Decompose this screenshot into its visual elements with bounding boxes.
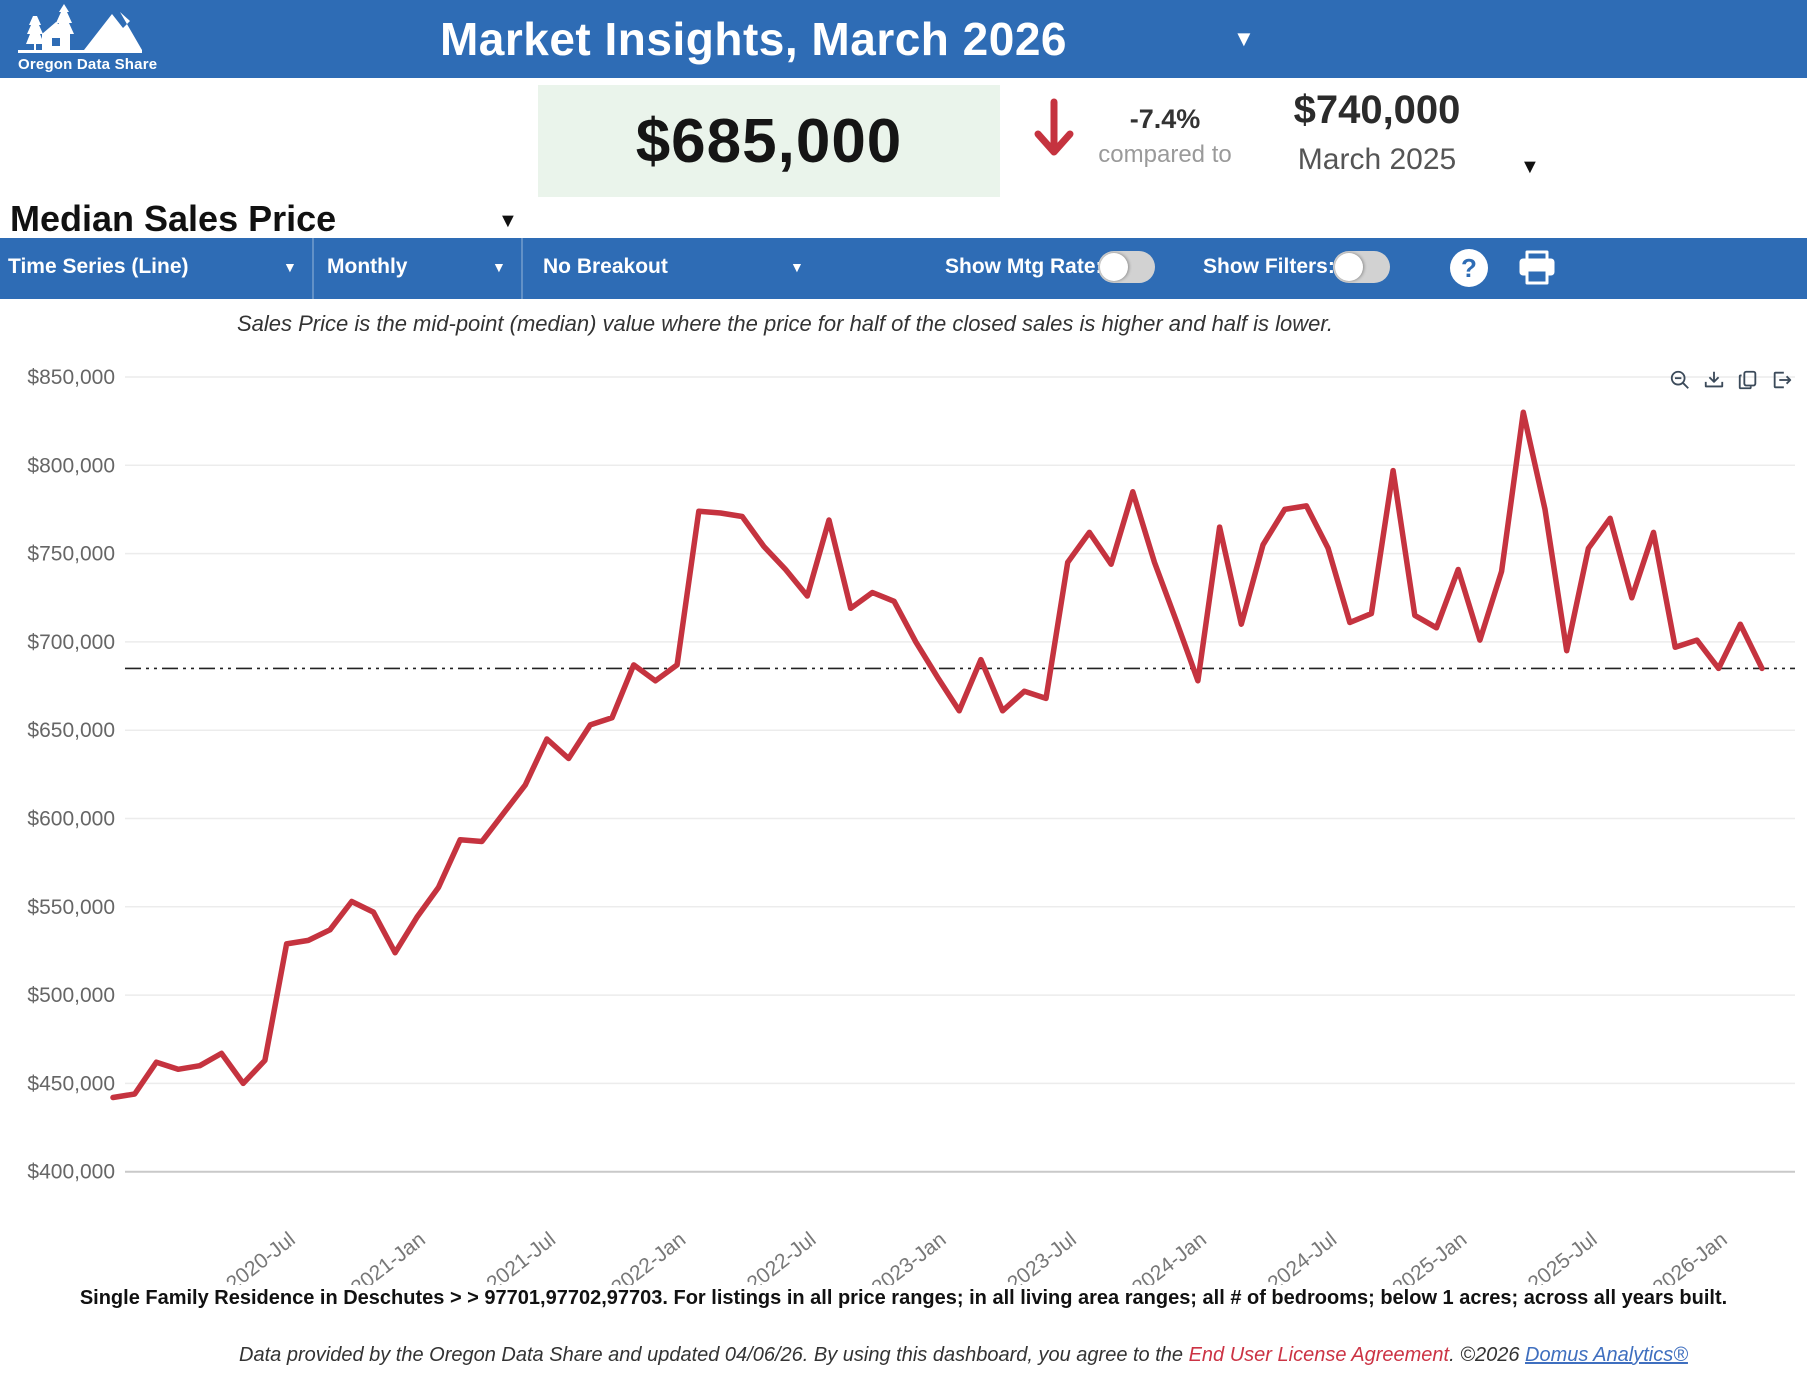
filter-summary: Single Family Residence in Deschutes > >… (79, 1287, 1728, 1309)
filters-toggle-knob (1335, 253, 1363, 281)
copy-icon[interactable] (1737, 369, 1759, 391)
chart-subtitle: Sales Price is the mid-point (median) va… (236, 311, 1334, 336)
y-axis-tick-label: $700,000 (27, 631, 115, 654)
print-button-icon[interactable] (1518, 250, 1556, 286)
chart-modebar (1669, 369, 1793, 391)
y-axis-tick-label: $600,000 (27, 808, 115, 831)
page-title: Market Insights, March 2026 (439, 13, 1068, 65)
zoom-out-icon[interactable] (1669, 369, 1691, 391)
chart-area: $850,000 $800,000 $750,000 $700,000 $650,000… (0, 337, 1807, 1300)
stats-row: Median Sales Price ▼ $685,000 -7.4% comp… (0, 78, 1807, 239)
metric-dropdown-caret-icon[interactable]: ▼ (498, 210, 518, 232)
x-axis-tick-label: 2022-Jul (743, 1228, 821, 1285)
metric-selector[interactable]: Median Sales Price (10, 198, 337, 239)
disclaimer-text: Data provided by the Oregon Data Share a… (239, 1344, 1189, 1366)
chart-subtitle-row: Sales Price is the mid-point (median) va… (0, 311, 1570, 337)
x-axis-tick-label: 2022-Jan (607, 1228, 690, 1285)
oregon-data-share-logo: Oregon Data Share (16, 4, 246, 76)
change-percent: -7.4% (1129, 104, 1201, 134)
y-axis-tick-label: $450,000 (27, 1072, 115, 1095)
compared-to-label: compared to (1098, 141, 1232, 168)
show-mtg-rate-label: Show Mtg Rate: (945, 255, 1103, 278)
x-axis-tick-label: 2023-Jul (1003, 1228, 1081, 1285)
disclaimer-mid: . ©2026 (1449, 1344, 1526, 1366)
down-arrow-icon (1034, 98, 1074, 156)
y-axis-tick-label: $550,000 (27, 896, 115, 919)
previous-value: $740,000 (1293, 88, 1461, 132)
frequency-dropdown[interactable]: Monthly (327, 255, 408, 278)
x-axis-tick-label: 2025-Jan (1388, 1228, 1471, 1285)
chart-type-dropdown[interactable]: Time Series (Line) (8, 255, 189, 278)
x-axis-tick-label: 2024-Jan (1128, 1228, 1211, 1285)
mtg-rate-toggle[interactable] (1098, 251, 1155, 283)
y-axis-tick-label: $800,000 (27, 454, 115, 477)
breakout-caret-icon[interactable]: ▼ (790, 259, 804, 275)
current-value-box: $685,000 (538, 85, 1000, 197)
chart-toolbar: Time Series (Line) ▼ Monthly ▼ No Breako… (0, 238, 1807, 299)
chart-type-caret-icon[interactable]: ▼ (283, 259, 297, 275)
timeseries-line-chart[interactable]: $850,000 $800,000 $750,000 $700,000 $650,000… (0, 337, 1807, 1300)
x-axis-tick-label: 2025-Jul (1524, 1228, 1602, 1285)
previous-period-selector[interactable]: March 2025 (1297, 143, 1457, 176)
title-dropdown-caret-icon[interactable]: ▼ (1233, 26, 1255, 51)
y-axis-tick-label: $850,000 (27, 366, 115, 389)
x-axis-tick-label: 2023-Jan (867, 1228, 950, 1285)
median-sales-price-line[interactable] (110, 409, 1765, 1101)
y-axis-tick-label: $750,000 (27, 543, 115, 566)
x-axis-tick-label: 2021-Jan (347, 1228, 430, 1285)
app-header: Oregon Data Share Market Insights, March… (0, 0, 1807, 78)
export-icon[interactable] (1771, 369, 1793, 391)
domus-analytics-link[interactable]: Domus Analytics® (1525, 1344, 1688, 1366)
y-axis-tick-label: $500,000 (27, 984, 115, 1007)
x-axis-tick-label: 2026-Jan (1649, 1228, 1732, 1285)
logo-wordmark: Oregon Data Share (18, 56, 158, 73)
disclaimer: Data provided by the Oregon Data Share a… (0, 1344, 1807, 1367)
current-value: $685,000 (635, 106, 903, 176)
toolbar-separator (312, 238, 314, 299)
mtg-rate-toggle-knob (1100, 253, 1128, 281)
frequency-caret-icon[interactable]: ▼ (492, 259, 506, 275)
eula-link[interactable]: End User License Agreement (1188, 1344, 1450, 1366)
breakout-dropdown[interactable]: No Breakout (543, 255, 668, 278)
y-axis-tick-label: $400,000 (27, 1161, 115, 1184)
previous-period-caret-icon[interactable]: ▼ (1520, 156, 1540, 178)
x-axis-tick-label: 2024-Jul (1263, 1228, 1341, 1285)
help-button[interactable]: ? (1450, 249, 1488, 287)
y-axis-tick-label: $650,000 (27, 719, 115, 742)
x-axis-tick-label: 2021-Jul (482, 1228, 560, 1285)
download-icon[interactable] (1703, 369, 1725, 391)
x-axis-tick-label: 2020-Jul (222, 1228, 300, 1285)
show-filters-label: Show Filters: (1203, 255, 1335, 278)
logo-mountain-icon (18, 4, 142, 53)
filters-toggle[interactable] (1333, 251, 1390, 283)
toolbar-separator (521, 238, 523, 299)
